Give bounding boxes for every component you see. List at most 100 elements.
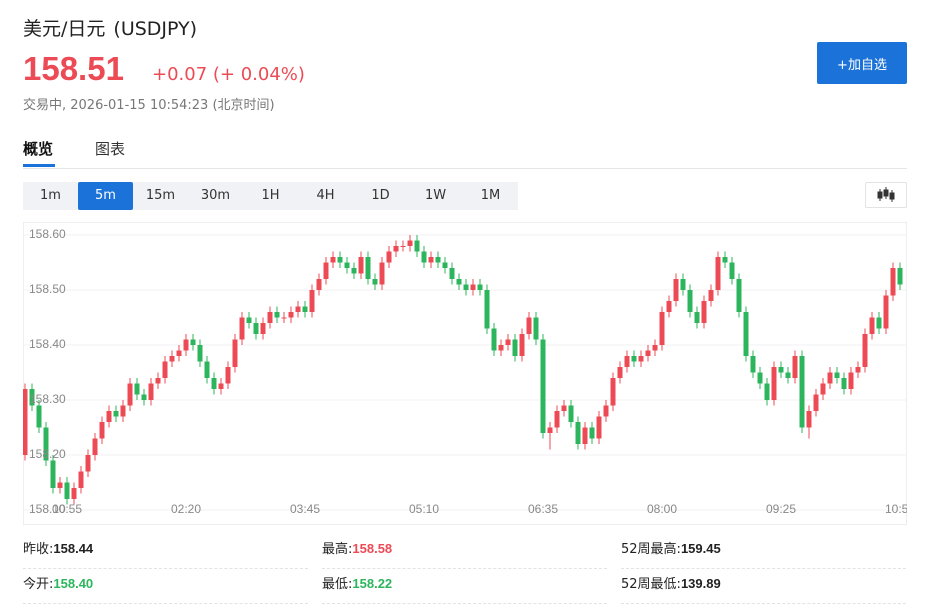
interval-button[interactable]: 1W [424,188,447,203]
tab-underline [23,164,55,167]
stat-item: 昨收:158.44 [23,534,308,569]
candle-body [715,257,721,290]
candle-body [820,383,826,395]
candle-body [99,422,105,439]
pair-name: 美元/日元 [23,18,106,40]
candle-body [316,279,322,290]
candle-body [505,339,511,345]
candle-body [29,389,35,406]
stat-value: 159.45 [680,541,721,556]
interval-button[interactable]: 5m [78,182,133,210]
candle-body [638,356,644,362]
x-tick-label: 10:50 [885,502,907,516]
candle-body [309,290,315,312]
candle-body [631,356,637,362]
candle-body [204,361,210,378]
interval-button[interactable]: 4H [316,188,335,203]
candle-body [883,295,889,329]
candle-body [540,339,546,433]
candle-body [750,356,756,373]
x-tick-label: 00:55 [52,502,82,516]
interval-button[interactable]: 1H [261,188,280,203]
candle-body [568,405,574,422]
stat-item: 52周最高:159.45 [621,534,906,569]
candle-body [827,372,833,384]
interval-button[interactable]: 1D [371,188,390,203]
candle-body [561,405,567,411]
candle-body [778,367,784,373]
candle-body [876,317,882,329]
tab-overview[interactable]: 概览 [23,140,54,158]
candle-body [162,361,168,378]
candle-body [36,405,42,428]
candle-body [57,482,63,488]
candle-body [414,240,420,252]
stat-label: 昨收: [23,542,54,557]
x-tick-label: 06:35 [528,502,558,516]
interval-button[interactable]: 1M [480,188,501,203]
candle-body [113,411,119,417]
y-tick-label: 158.30 [29,392,66,406]
candle-body [470,284,476,290]
candle-body [337,257,343,263]
chart-type-button[interactable] [865,182,907,208]
candle-body [344,262,350,268]
candle-body [897,268,903,285]
candle-body [232,339,238,367]
x-tick-label: 08:00 [647,502,677,516]
candle-body [484,290,490,329]
candle-body [253,323,259,334]
candle-body [547,427,553,433]
candle-body [694,312,700,323]
candle-body [890,268,896,296]
symbol: (USDJPY) [113,18,198,40]
interval-button[interactable]: 15m [145,188,176,203]
candle-body [589,427,595,439]
candle-body [575,422,581,444]
candle-body [498,345,504,351]
candle-body [211,378,217,389]
candle-body [673,279,679,301]
y-tick-label: 158.40 [29,337,66,351]
candle-body [407,240,413,246]
candle-body [813,394,819,411]
stat-item: 今开:158.40 [23,569,308,604]
candle-body [428,257,434,263]
candle-body [512,339,518,356]
candle-body [806,411,812,428]
stat-value: 158.58 [352,541,393,556]
candle-body [771,367,777,400]
x-tick-label: 03:45 [290,502,320,516]
candle-body [785,372,791,378]
stat-value: 158.44 [53,541,94,556]
tab-chart[interactable]: 图表 [95,140,126,158]
candle-body [155,378,161,384]
candle-body [848,372,854,389]
add-watchlist-button[interactable]: +加自选 [817,42,907,84]
candle-body [701,301,707,323]
candle-body [288,312,294,318]
candle-body [120,405,126,417]
candle-body [708,290,714,301]
candle-body [449,268,455,279]
candle-body [50,460,56,488]
candle-body [169,356,175,362]
candle-body [71,488,77,499]
candle-body [358,257,364,274]
candle-body [85,455,91,472]
stat-item: 最高:158.58 [322,534,607,569]
candle-icon [877,187,895,202]
candle-body [666,301,672,312]
stat-label: 最低: [322,577,353,592]
price: 158.51 [23,50,124,87]
stat-item: 52周最低:139.89 [621,569,906,604]
stat-label: 今开: [23,577,54,592]
candle-body [379,262,385,285]
candle-body [729,262,735,279]
interval-button[interactable]: 1m [40,188,61,203]
trading-status: 交易中, 2026-01-15 10:54:23 (北京时间) [23,98,275,113]
candle-body [519,334,525,356]
candle-body [799,356,805,428]
interval-button[interactable]: 30m [200,188,231,203]
